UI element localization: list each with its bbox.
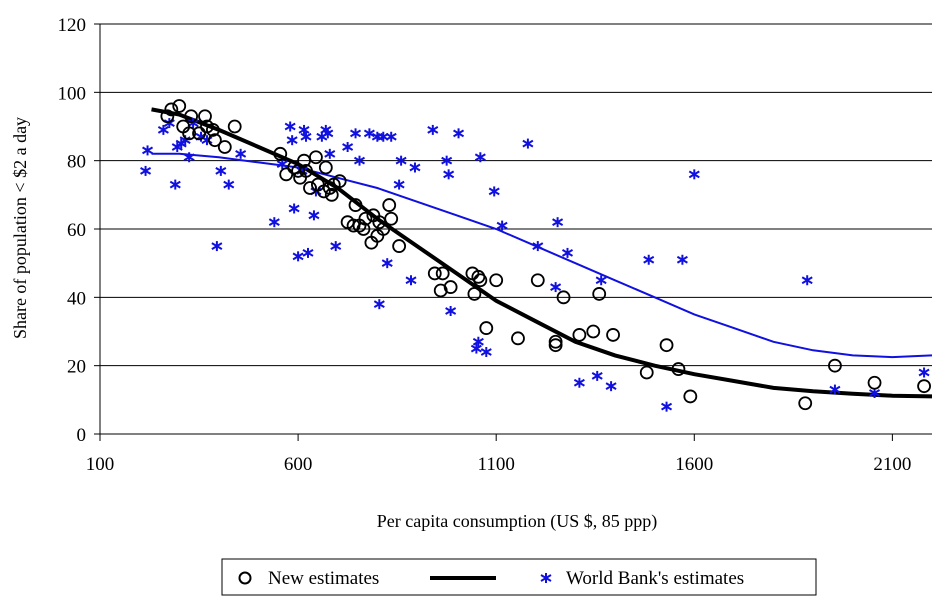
world-bank-point [309, 210, 319, 220]
x-tick-label: 2100 [873, 454, 911, 475]
new-estimate-point [173, 100, 185, 112]
x-axis-title: Per capita consumption (US $, 85 ppp) [377, 511, 657, 532]
world-bank-point [374, 299, 384, 309]
y-tick-label: 40 [67, 288, 86, 309]
y-tick-label: 100 [58, 83, 87, 104]
world-bank-point [551, 282, 561, 292]
new-estimate-point [532, 274, 544, 286]
y-tick-label: 0 [77, 425, 87, 446]
world-bank-point [285, 122, 295, 132]
new-estimate-point [661, 339, 673, 351]
gridlines [100, 24, 932, 366]
world-bank-point [489, 186, 499, 196]
fit-curves [152, 109, 932, 396]
new-estimate-point [918, 380, 930, 392]
new-estimate-point [310, 151, 322, 163]
world-bank-point [662, 402, 672, 412]
legend: New estimates World Bank's estimates [222, 559, 816, 595]
new-estimate-point [799, 397, 811, 409]
new-estimate-point [869, 377, 881, 389]
new-estimate-point [280, 168, 292, 180]
x-tick-label: 100 [86, 454, 115, 475]
world-bank-point [303, 248, 313, 258]
new-estimate-point [593, 288, 605, 300]
new-estimate-point [684, 390, 696, 402]
world-bank-point [444, 169, 454, 179]
world-bank-point [216, 166, 226, 176]
world-bank-point [141, 166, 151, 176]
world-bank-point [406, 275, 416, 285]
new-estimate-point [587, 326, 599, 338]
world-bank-point [170, 180, 180, 190]
new-estimates-fit-curve [152, 109, 932, 396]
world-bank-point [471, 344, 481, 354]
world-bank-point [553, 217, 563, 227]
world-bank-point [212, 241, 222, 251]
world-bank-point [343, 142, 353, 152]
world-bank-point [143, 145, 153, 155]
y-tick-label: 120 [58, 15, 87, 36]
world-bank-point [224, 180, 234, 190]
world-bank-point [606, 381, 616, 391]
world-bank-point [325, 149, 335, 159]
world-bank-point [158, 125, 168, 135]
world-bank-point [301, 132, 311, 142]
world-bank-point [473, 337, 483, 347]
new-estimate-point [490, 274, 502, 286]
world-bank-point [523, 139, 533, 149]
world-bank-point [574, 378, 584, 388]
world-bank-point [394, 180, 404, 190]
x-tick-label: 1100 [478, 454, 515, 475]
world-bank-point [454, 128, 464, 138]
world-bank-point [446, 306, 456, 316]
world-bank-point [269, 217, 279, 227]
new-estimate-point [480, 322, 492, 334]
x-tick-label: 600 [284, 454, 313, 475]
world-bank-point [919, 368, 929, 378]
world-bank-point [689, 169, 699, 179]
new-estimate-point [383, 199, 395, 211]
new-estimate-point [468, 288, 480, 300]
new-estimate-point [474, 274, 486, 286]
world-bank-point [677, 255, 687, 265]
world-bank-point [563, 248, 573, 258]
new-estimate-point [393, 240, 405, 252]
world-bank-point [481, 347, 491, 357]
world-bank-point [299, 125, 309, 135]
new-estimate-point [607, 329, 619, 341]
world-bank-point [592, 371, 602, 381]
world-bank-point [331, 241, 341, 251]
world-bank-point [289, 204, 299, 214]
new-estimate-point [385, 213, 397, 225]
world-bank-point [644, 255, 654, 265]
y-tick-label: 20 [67, 357, 86, 378]
y-tick-label: 80 [67, 152, 86, 173]
new-estimate-point [229, 121, 241, 133]
tick-labels: 0 20 40 60 80 100 120 100 600 1100 1600 2100 [58, 15, 912, 475]
new-estimate-point [641, 367, 653, 379]
world-bank-point [287, 135, 297, 145]
new-estimate-point [512, 332, 524, 344]
world-bank-point [428, 125, 438, 135]
legend-label-world-bank: World Bank's estimates [566, 568, 744, 589]
new-estimate-point [219, 141, 231, 153]
axes [94, 24, 932, 441]
new-estimate-point [437, 267, 449, 279]
world-bank-point [351, 128, 361, 138]
x-tick-label: 1600 [675, 454, 713, 475]
legend-label-new-estimates: New estimates [268, 568, 379, 589]
new-estimate-point [573, 329, 585, 341]
world-bank-point [410, 163, 420, 173]
new-estimate-point [304, 182, 316, 194]
y-axis-title: Share of population < $2 a day [10, 117, 30, 339]
y-tick-label: 60 [67, 220, 86, 241]
world-bank-point [802, 275, 812, 285]
world-bank-point [293, 251, 303, 261]
world-bank-point [382, 258, 392, 268]
world-bank-point [236, 149, 246, 159]
new-estimate-point [320, 162, 332, 174]
